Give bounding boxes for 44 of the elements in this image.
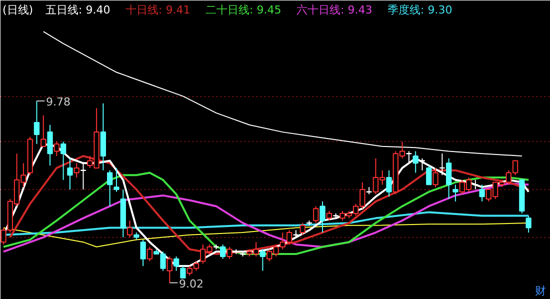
candlestick xyxy=(446,158,452,200)
candlestick xyxy=(313,206,319,224)
candlestick xyxy=(107,170,113,207)
candlestick xyxy=(439,153,445,176)
candlestick xyxy=(140,239,146,267)
candlestick xyxy=(180,266,186,278)
candlestick xyxy=(526,215,532,234)
candlestick xyxy=(432,167,438,188)
candlestick xyxy=(226,246,232,260)
candlestick xyxy=(74,162,80,178)
candlestick xyxy=(173,256,180,272)
text: 财 xyxy=(535,284,546,298)
candlestick xyxy=(426,165,432,186)
text: 季度线: 9.30 xyxy=(388,4,452,16)
annotation: 9.02 xyxy=(178,277,204,290)
candlestick xyxy=(166,256,172,284)
candlestick xyxy=(479,184,485,202)
text: 十日线: 9.41 xyxy=(126,4,190,16)
text: 二十日线: 9.45 xyxy=(206,4,282,16)
candlestick xyxy=(452,184,458,202)
annotation: 9.78 xyxy=(46,95,71,108)
candlestick xyxy=(34,100,40,145)
candlestick xyxy=(412,150,418,174)
chart-title: (日线) xyxy=(2,4,34,16)
candlestick xyxy=(419,158,426,171)
candlestick xyxy=(67,158,73,190)
text: 六十日线: 9.43 xyxy=(296,4,372,16)
candlestick xyxy=(47,124,53,166)
candlestick xyxy=(60,141,66,180)
candlestick xyxy=(320,200,326,234)
candlestick xyxy=(260,248,266,272)
candlestick xyxy=(40,114,46,147)
candlestick xyxy=(326,210,332,222)
candlestick xyxy=(114,167,120,192)
candlestick xyxy=(146,246,153,262)
candlestick xyxy=(300,222,306,236)
candlestick xyxy=(220,244,226,260)
candlestick xyxy=(126,220,133,238)
candlestick xyxy=(80,162,86,190)
candlestick xyxy=(472,179,478,190)
candlestick xyxy=(54,141,60,156)
candlestick xyxy=(100,102,106,171)
text: 五日线: 9.40 xyxy=(46,4,110,16)
candlestick xyxy=(386,170,392,198)
